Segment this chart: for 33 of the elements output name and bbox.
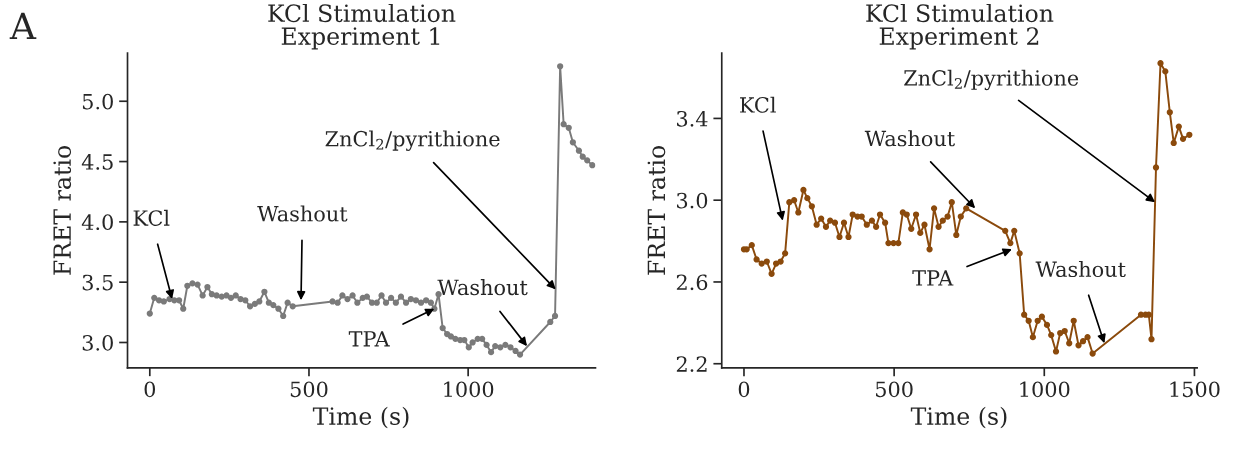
annotation: TPA	[912, 270, 954, 286]
annotation: Washout	[257, 205, 348, 222]
y-tick-label: 3.4	[677, 110, 708, 127]
annotation: ZnCl$_{2}$/pyrithione	[325, 130, 500, 151]
y-axis-title: FRET ratio	[647, 145, 666, 275]
annotation: Washout	[864, 130, 955, 147]
chart-title: KCl Stimulation Experiment 1	[268, 3, 456, 50]
x-tick-label: 500	[876, 381, 913, 398]
x-tick-label: 1500	[1170, 381, 1220, 398]
y-tick-label: 2.6	[676, 274, 708, 291]
y-tick-label: 4.0	[81, 214, 113, 231]
annotation: TPA	[348, 331, 390, 347]
x-axis-title: Time (s)	[910, 406, 1007, 429]
y-tick-label: 3.0	[677, 192, 708, 209]
x-tick-label: 1000	[444, 381, 494, 398]
chart-title: KCl Stimulation Experiment 2	[866, 3, 1054, 50]
annotation: Washout	[437, 279, 528, 296]
x-tick-label: 500	[290, 381, 328, 398]
y-tick-label: 5.0	[82, 93, 113, 110]
annotation: KCl	[740, 96, 776, 113]
y-axis-title: FRET ratio	[53, 145, 72, 275]
y-tick-label: 2.2	[676, 356, 707, 372]
x-tick-label: 0	[738, 381, 750, 398]
x-tick-label: 0	[144, 381, 156, 398]
y-tick-label: 3.5	[82, 274, 113, 291]
annotation: ZnCl$_{2}$/pyrithione	[904, 69, 1079, 91]
x-axis-title: Time (s)	[312, 406, 409, 429]
annotation: KCl	[133, 209, 170, 226]
text: A	[9, 12, 37, 40]
annotation: Washout	[1035, 260, 1126, 278]
y-tick-label: 4.5	[81, 154, 113, 170]
x-tick-label: 1000	[1020, 381, 1070, 398]
y-tick-label: 3.0	[82, 334, 113, 351]
